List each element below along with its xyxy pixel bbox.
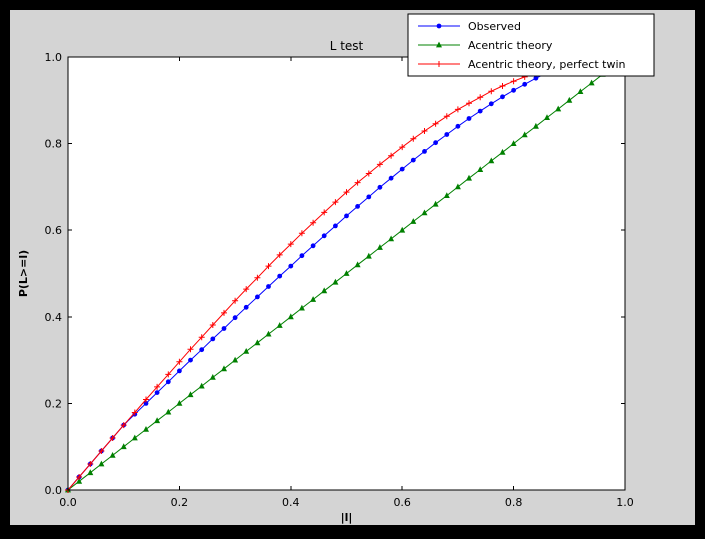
- x-tick-label: 0.2: [171, 496, 189, 509]
- y-tick-label: 0.6: [45, 224, 63, 237]
- axes-frame: [67, 56, 626, 491]
- figure-canvas: 0.0 0.2 0.4 0.6 0.8 1.0 0.0 0.2 0.4 0.6 0.8 1.0 L te…: [10, 10, 695, 525]
- x-tick-label: 0.0: [59, 496, 77, 509]
- legend-label: Acentric theory, perfect twin: [468, 58, 625, 71]
- x-tick-label: 0.6: [393, 496, 411, 509]
- legend-item: Observed: [418, 20, 521, 33]
- legend-item: Acentric theory: [418, 39, 553, 52]
- ticks: 0.0 0.2 0.4 0.6 0.8 1.0 0.0 0.2 0.4 0.6 0.8 1.0: [45, 51, 634, 509]
- y-tick-label: 0.2: [45, 397, 63, 410]
- series-acentric-theory-perfect-twin: [65, 66, 550, 493]
- x-axis-label: |l|: [341, 511, 353, 524]
- l-test-chart: 0.0 0.2 0.4 0.6 0.8 1.0 0.0 0.2 0.4 0.6 0.8 1.0 L te…: [10, 10, 695, 525]
- y-tick-label: 1.0: [45, 51, 63, 64]
- x-tick-label: 0.8: [505, 496, 523, 509]
- series-markers: [65, 66, 550, 493]
- legend-label: Observed: [468, 20, 521, 33]
- legend: Observed Acentric theory Acentric theory, …: [407, 13, 655, 77]
- legend-label: Acentric theory: [468, 39, 553, 52]
- x-tick-label: 0.4: [282, 496, 300, 509]
- legend-item: Acentric theory, perfect twin: [418, 58, 625, 71]
- y-tick-label: 0.0: [45, 484, 63, 497]
- series-acentric-theory: [65, 70, 606, 493]
- series-markers: [65, 70, 606, 493]
- y-axis-label: P(L>=l): [17, 250, 30, 297]
- x-tick-label: 1.0: [616, 496, 634, 509]
- chart-title: L test: [330, 39, 364, 53]
- y-tick-label: 0.4: [45, 311, 63, 324]
- series-line: [67, 68, 548, 491]
- y-tick-label: 0.8: [45, 138, 63, 151]
